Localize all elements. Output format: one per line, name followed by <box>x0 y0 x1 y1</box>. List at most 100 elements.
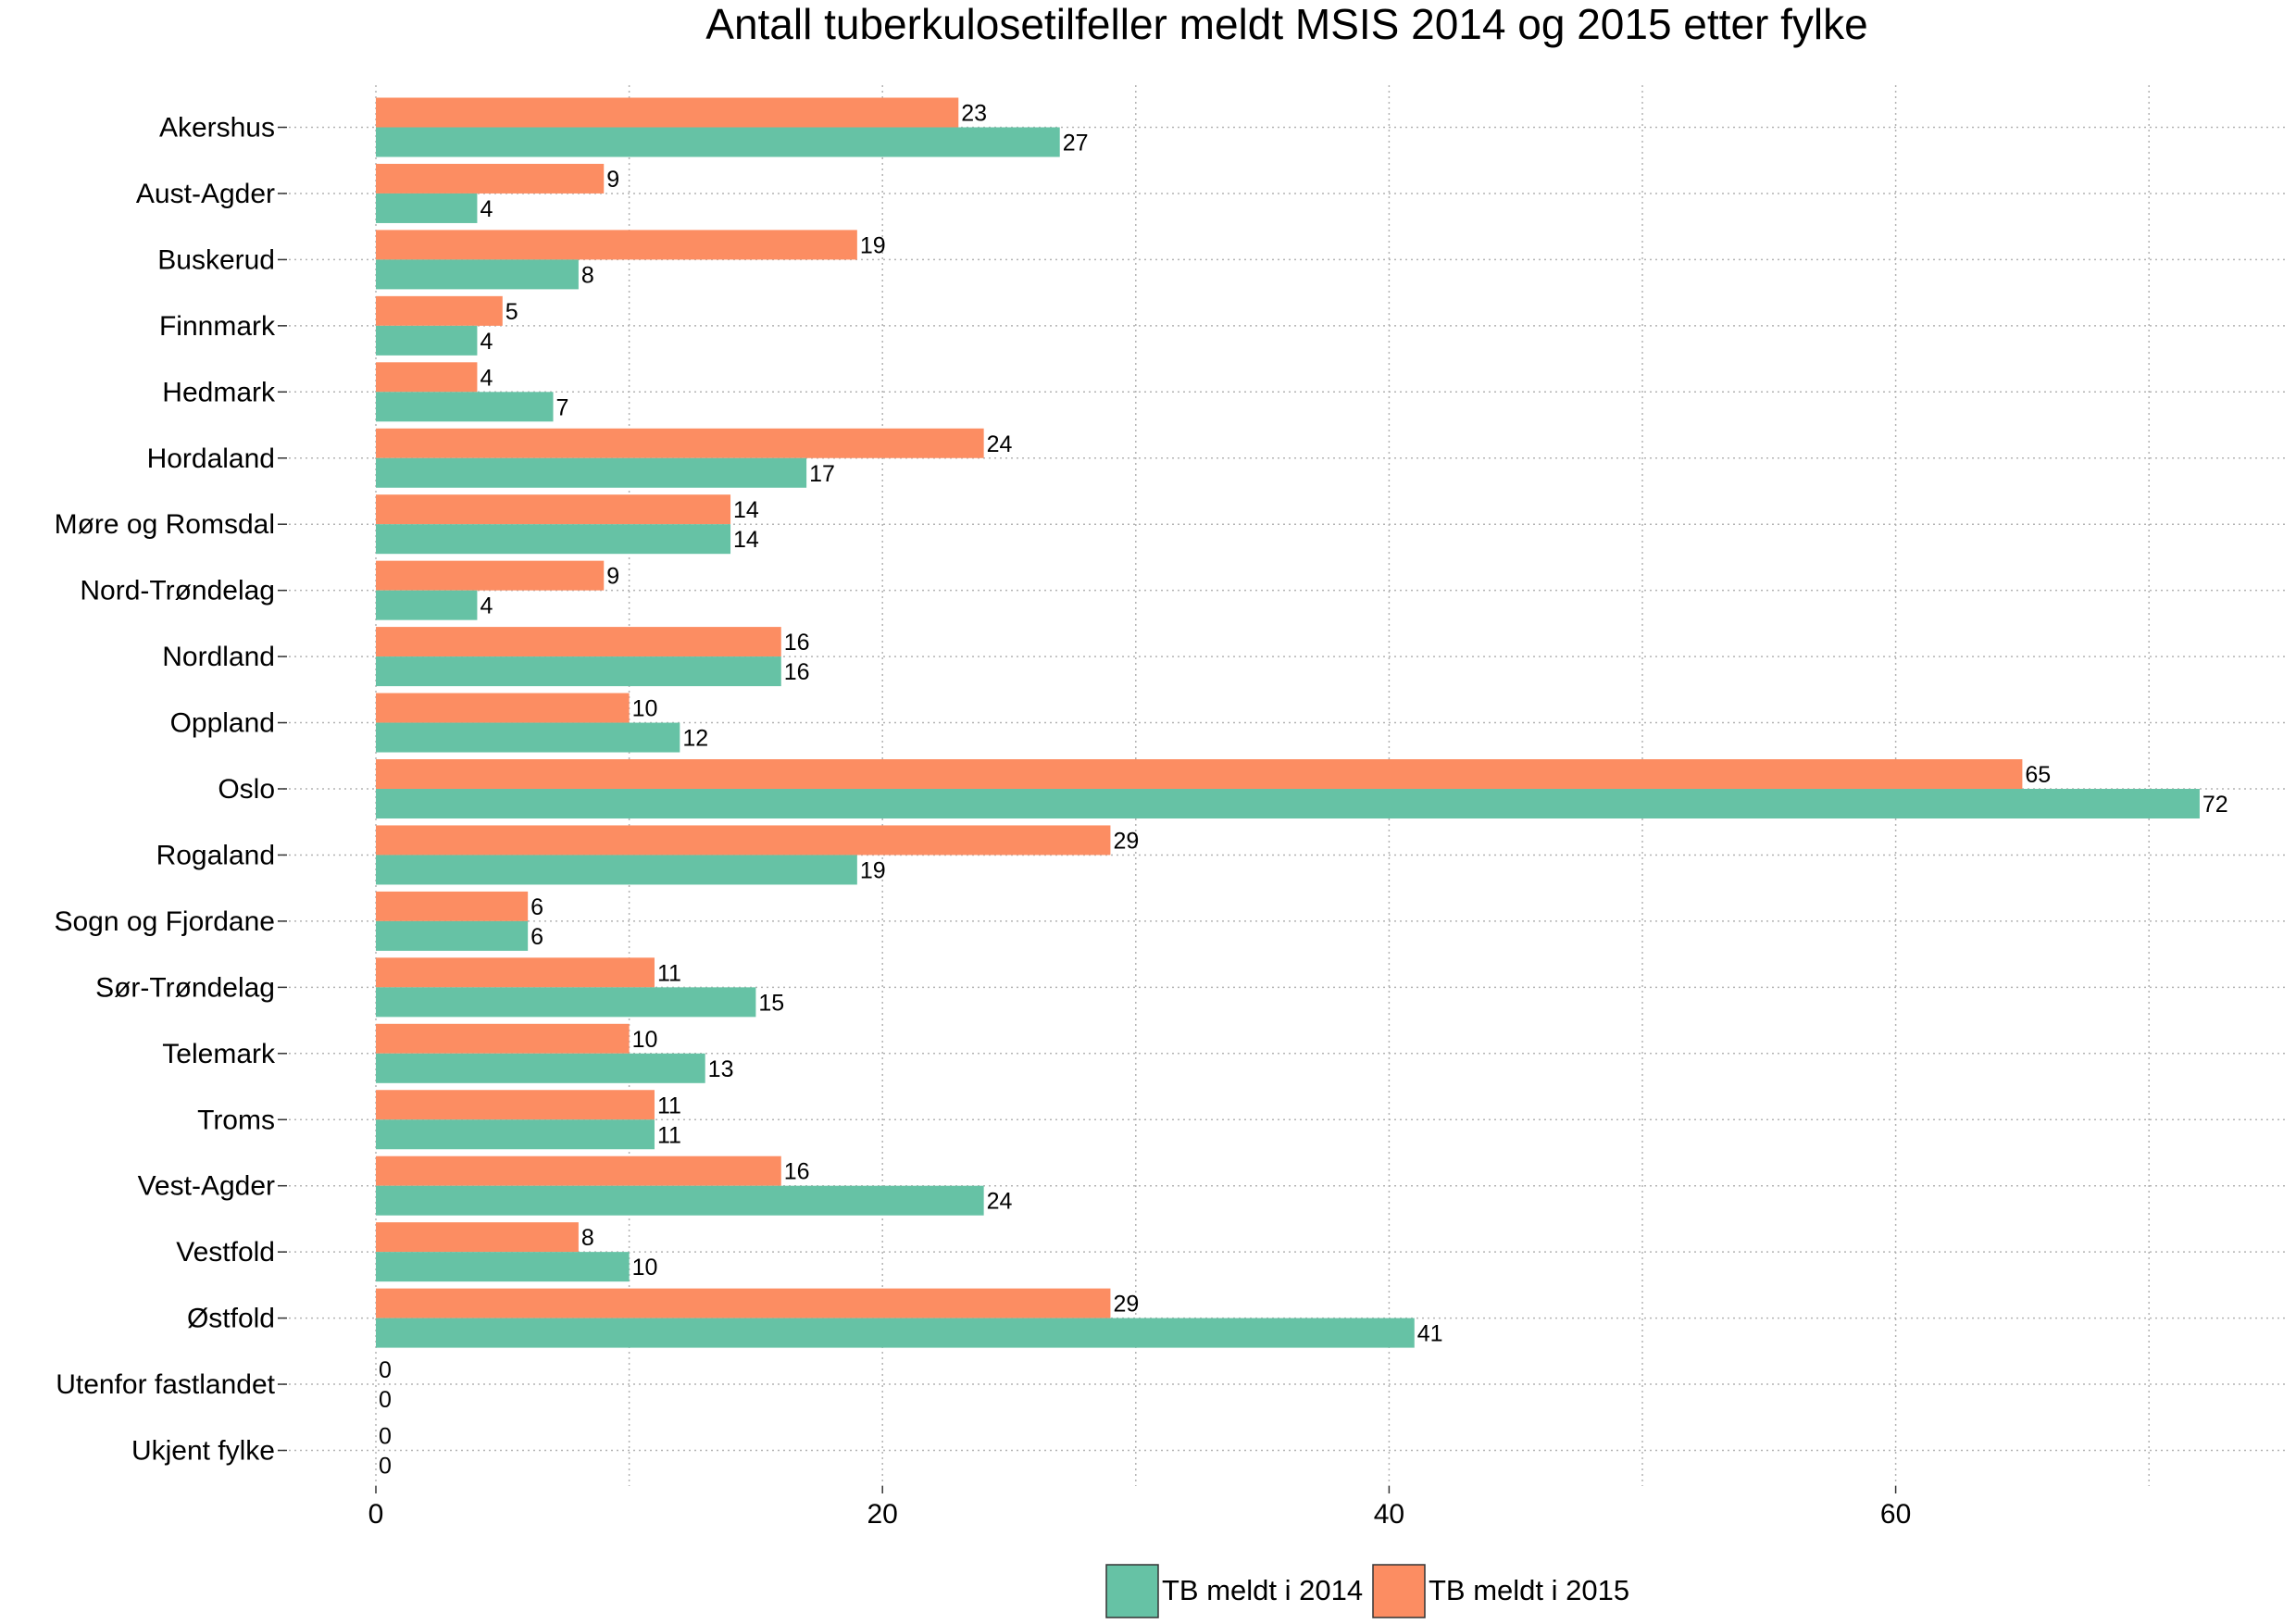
data-label: 27 <box>1063 131 1089 156</box>
bar <box>376 957 655 988</box>
data-labels: 2391954241491610652961110111682900274847… <box>379 101 2228 1480</box>
x-tick-label: 40 <box>1374 1499 1404 1530</box>
data-label: 0 <box>379 1357 392 1383</box>
data-label: 6 <box>530 894 543 920</box>
legend-swatch <box>1105 1564 1159 1618</box>
bar <box>376 392 554 422</box>
bar <box>376 259 579 290</box>
data-label: 16 <box>784 1159 810 1185</box>
bar <box>376 1252 630 1282</box>
data-label: 4 <box>480 329 493 355</box>
data-label: 12 <box>682 726 708 752</box>
bar <box>376 759 2023 789</box>
data-label: 0 <box>379 1454 392 1480</box>
bar <box>376 656 781 687</box>
bar <box>376 1090 655 1120</box>
data-label: 11 <box>657 1093 681 1118</box>
category-label: Hordaland <box>147 443 275 474</box>
bar <box>376 987 756 1018</box>
data-label: 23 <box>961 101 987 127</box>
bar <box>376 920 529 951</box>
data-label: 0 <box>379 1424 392 1450</box>
bar <box>376 1318 1415 1348</box>
bar <box>376 1222 579 1253</box>
category-label: Sør-Trøndelag <box>95 972 275 1003</box>
bar <box>376 1119 655 1150</box>
category-label: Ukjent fylke <box>131 1436 275 1467</box>
bar <box>376 457 807 488</box>
value-axis: 0 20 40 60 <box>368 1486 1911 1530</box>
category-label: Møre og Romsdal <box>55 509 275 540</box>
data-label: 72 <box>2202 792 2228 818</box>
legend-label: TB meldt i 2014 <box>1162 1574 1363 1606</box>
category-label: Nordland <box>162 642 275 672</box>
bar <box>376 295 503 326</box>
data-label: 4 <box>480 196 493 222</box>
bar <box>376 163 605 194</box>
data-label: 11 <box>657 1122 681 1148</box>
category-axis: Akershus Aust-Agder Buskerud Finnmark Hedmar… <box>54 113 287 1467</box>
category-label: Oslo <box>218 774 275 805</box>
bar <box>376 127 1060 157</box>
data-label: 29 <box>1113 1292 1139 1318</box>
bar <box>376 494 731 525</box>
bar <box>376 1156 781 1186</box>
data-label: 24 <box>987 431 1013 457</box>
legend-swatch <box>1372 1564 1426 1618</box>
legend-label: TB meldt i 2015 <box>1429 1574 1629 1606</box>
data-label: 8 <box>581 1225 594 1251</box>
category-label: Oppland <box>170 708 275 739</box>
bars <box>376 97 2200 1348</box>
data-label: 7 <box>556 394 569 420</box>
bar <box>376 590 478 620</box>
bar <box>376 97 959 128</box>
bar <box>376 362 478 393</box>
bar <box>376 627 781 657</box>
data-label: 4 <box>480 593 493 619</box>
category-label: Nord-Trøndelag <box>80 576 275 606</box>
bar <box>376 325 478 356</box>
bar <box>376 1185 984 1216</box>
category-label: Vest-Agder <box>138 1171 275 1202</box>
category-label: Troms <box>197 1105 275 1135</box>
bar <box>376 560 605 591</box>
data-label: 19 <box>860 232 886 258</box>
data-label: 10 <box>632 1027 658 1053</box>
category-label: Buskerud <box>157 244 275 275</box>
data-label: 17 <box>809 461 835 487</box>
bar <box>376 193 478 223</box>
category-label: Finnmark <box>159 311 276 342</box>
bar <box>376 825 1111 856</box>
data-label: 9 <box>606 167 619 193</box>
data-label: 14 <box>733 497 759 523</box>
data-label: 6 <box>530 924 543 950</box>
bar <box>376 524 731 555</box>
category-label: Aust-Agder <box>136 179 275 209</box>
bar <box>376 855 857 885</box>
chart-title: Antall tuberkulosetilfeller meldt MSIS 2… <box>705 0 1867 48</box>
category-label: Hedmark <box>162 377 276 407</box>
category-label: Akershus <box>159 113 275 144</box>
bar <box>376 428 984 458</box>
data-label: 8 <box>581 262 594 288</box>
data-label: 19 <box>860 857 886 883</box>
legend: TB meldt i 2014 TB meldt i 2015 <box>1105 1564 1629 1618</box>
data-label: 41 <box>1417 1321 1443 1347</box>
bar <box>376 891 529 921</box>
data-label: 16 <box>784 630 810 656</box>
data-label: 5 <box>505 299 518 325</box>
data-label: 11 <box>657 960 681 986</box>
bar <box>376 1053 705 1083</box>
bar <box>376 789 2200 818</box>
data-label: 13 <box>708 1056 734 1082</box>
data-label: 24 <box>987 1189 1013 1215</box>
data-label: 0 <box>379 1387 392 1413</box>
category-label: Rogaland <box>156 840 275 870</box>
data-label: 15 <box>758 990 784 1016</box>
bar <box>376 722 680 753</box>
data-label: 10 <box>632 1255 658 1280</box>
bar <box>376 230 857 260</box>
category-label: Vestfold <box>176 1237 275 1268</box>
data-label: 29 <box>1113 828 1139 854</box>
